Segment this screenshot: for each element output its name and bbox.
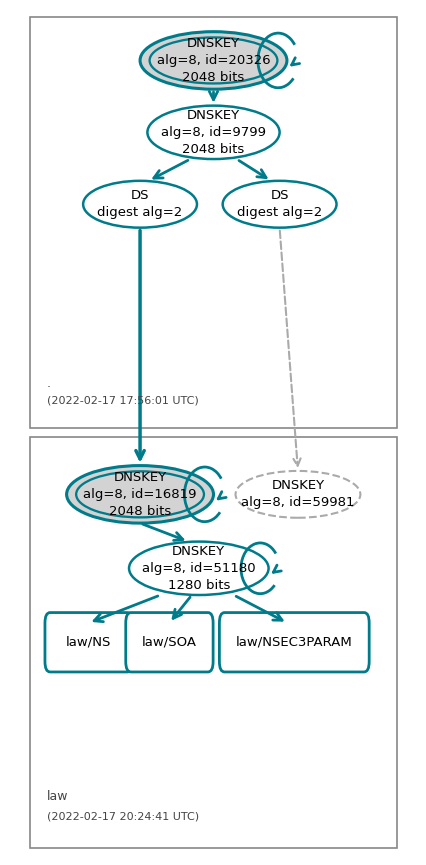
Text: law/NSEC3PARAM: law/NSEC3PARAM [235,636,352,649]
Text: DNSKEY
alg=8, id=59981: DNSKEY alg=8, id=59981 [241,479,354,509]
Text: .: . [47,376,51,389]
Text: DNSKEY
alg=8, id=9799
2048 bits: DNSKEY alg=8, id=9799 2048 bits [161,109,265,156]
Ellipse shape [66,465,213,523]
Text: law/NS: law/NS [66,636,111,649]
FancyBboxPatch shape [219,612,368,672]
Text: DNSKEY
alg=8, id=16819
2048 bits: DNSKEY alg=8, id=16819 2048 bits [83,471,196,518]
FancyBboxPatch shape [125,612,213,672]
Text: DS
digest alg=2: DS digest alg=2 [97,189,182,219]
Text: (2022-02-17 17:56:01 UTC): (2022-02-17 17:56:01 UTC) [47,396,198,406]
Text: law: law [47,790,68,803]
Text: (2022-02-17 20:24:41 UTC): (2022-02-17 20:24:41 UTC) [47,811,199,821]
Ellipse shape [147,106,279,159]
Text: DNSKEY
alg=8, id=20326
2048 bits: DNSKEY alg=8, id=20326 2048 bits [156,37,270,84]
Text: DS
digest alg=2: DS digest alg=2 [236,189,322,219]
Ellipse shape [129,541,268,595]
Ellipse shape [83,181,196,227]
FancyBboxPatch shape [45,612,132,672]
Text: DNSKEY
alg=8, id=51180
1280 bits: DNSKEY alg=8, id=51180 1280 bits [142,545,255,592]
Ellipse shape [235,471,360,518]
FancyBboxPatch shape [30,437,396,848]
Ellipse shape [222,181,336,227]
FancyBboxPatch shape [30,17,396,428]
Ellipse shape [140,32,286,89]
Text: law/SOA: law/SOA [141,636,196,649]
